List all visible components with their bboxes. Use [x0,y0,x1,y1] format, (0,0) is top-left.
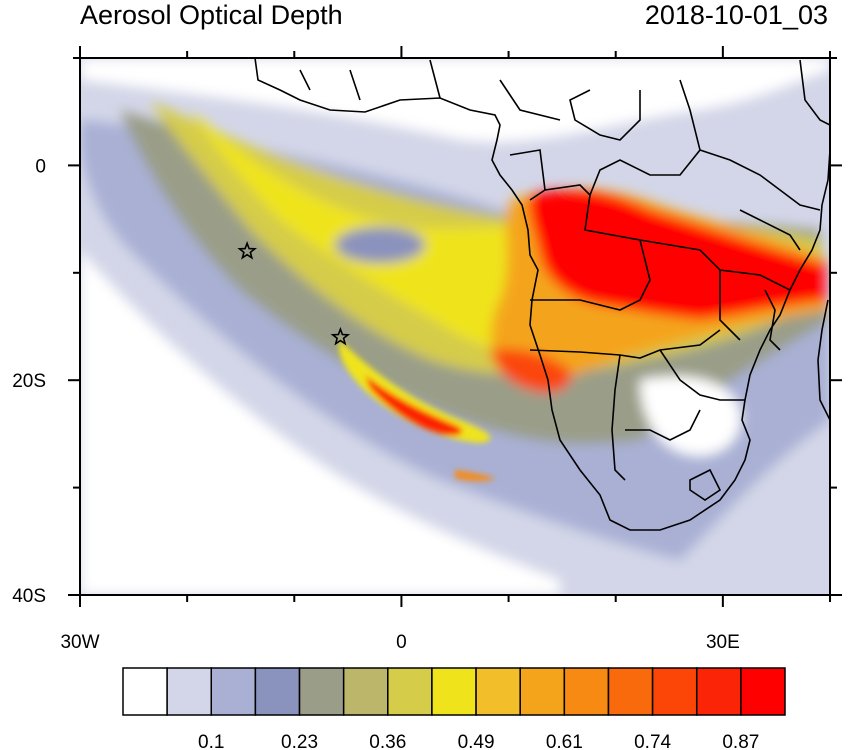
x-tick-label: 0 [396,632,407,653]
colorbar-label: 0.23 [281,732,318,750]
plume-core-red [528,190,828,320]
map-title: Aerosol Optical Depth [80,0,343,30]
clean-air-region [80,250,560,595]
country-border-2 [530,184,651,311]
colorbar: 0.1 0.23 0.36 0.49 0.61 0.74 0.87 [122,667,786,750]
star-marker-2 [330,326,351,346]
colorbar-label: 0.36 [369,732,406,750]
colorbar-swatch [210,667,257,716]
colorbar-swatch [431,667,477,716]
x-tick-label: 30E [706,632,740,653]
country-border-5 [611,354,626,481]
colorbar-swatch [254,667,301,716]
colorbar-swatch [298,667,345,716]
y-tick-label: 40S [12,586,46,607]
aod-field [80,58,830,595]
star-markers [237,241,351,346]
colorbar-label: 0.87 [722,732,759,750]
plume-core-namibia [490,348,571,393]
clean-air-region-2 [80,58,830,143]
country-border-4 [529,329,721,359]
country-border-14 [799,59,830,126]
star-marker-1 [237,241,257,260]
colorbar-swatch [166,667,213,716]
low-aod-southern-africa [640,376,741,456]
madagascar-coast-edge [817,299,830,421]
country-border-12 [739,209,801,251]
country-border-10 [699,149,821,211]
y-tick-label: 20S [12,371,46,392]
axis-ticks: 30W 0 30E 0 20S 40S [12,46,842,653]
colorbar-swatch [563,667,610,716]
map-frame [79,57,831,596]
country-border-15 [299,59,561,121]
x-tick-label: 30W [60,632,99,653]
south-atlantic-plume-streak [339,340,491,443]
cape-plume-streak [455,470,495,481]
country-border-9 [569,89,641,141]
colorbar-swatch [387,667,433,716]
colorbar-swatch [740,667,786,716]
country-border-7 [625,409,701,441]
timestamp-label: 2018-10-01_03 [644,0,828,30]
country-border-6 [659,349,745,401]
coastlines-borders [254,58,830,531]
colorbar-label: 0.1 [198,732,224,750]
colorbar-label: 0.61 [546,732,583,750]
country-border-8 [719,270,741,341]
colorbar-swatch [342,667,389,716]
colorbar-swatch [122,667,168,716]
south-atlantic-plume-streak-red [365,375,463,436]
colorbar-label: 0.49 [458,732,495,750]
colorbar-swatch [695,667,742,716]
y-tick-label: 0 [35,156,46,177]
country-border-13 [689,468,722,501]
low-aod-pocket [335,227,425,263]
colorbar-label: 0.74 [634,732,671,750]
country-border-16 [764,289,781,351]
colorbar-swatch [475,667,521,716]
colorbar-swatch [519,667,566,716]
colorbar-swatch [607,667,654,716]
country-border-1 [509,149,546,201]
colorbar-swatch [651,667,698,716]
country-border-11 [589,79,701,196]
